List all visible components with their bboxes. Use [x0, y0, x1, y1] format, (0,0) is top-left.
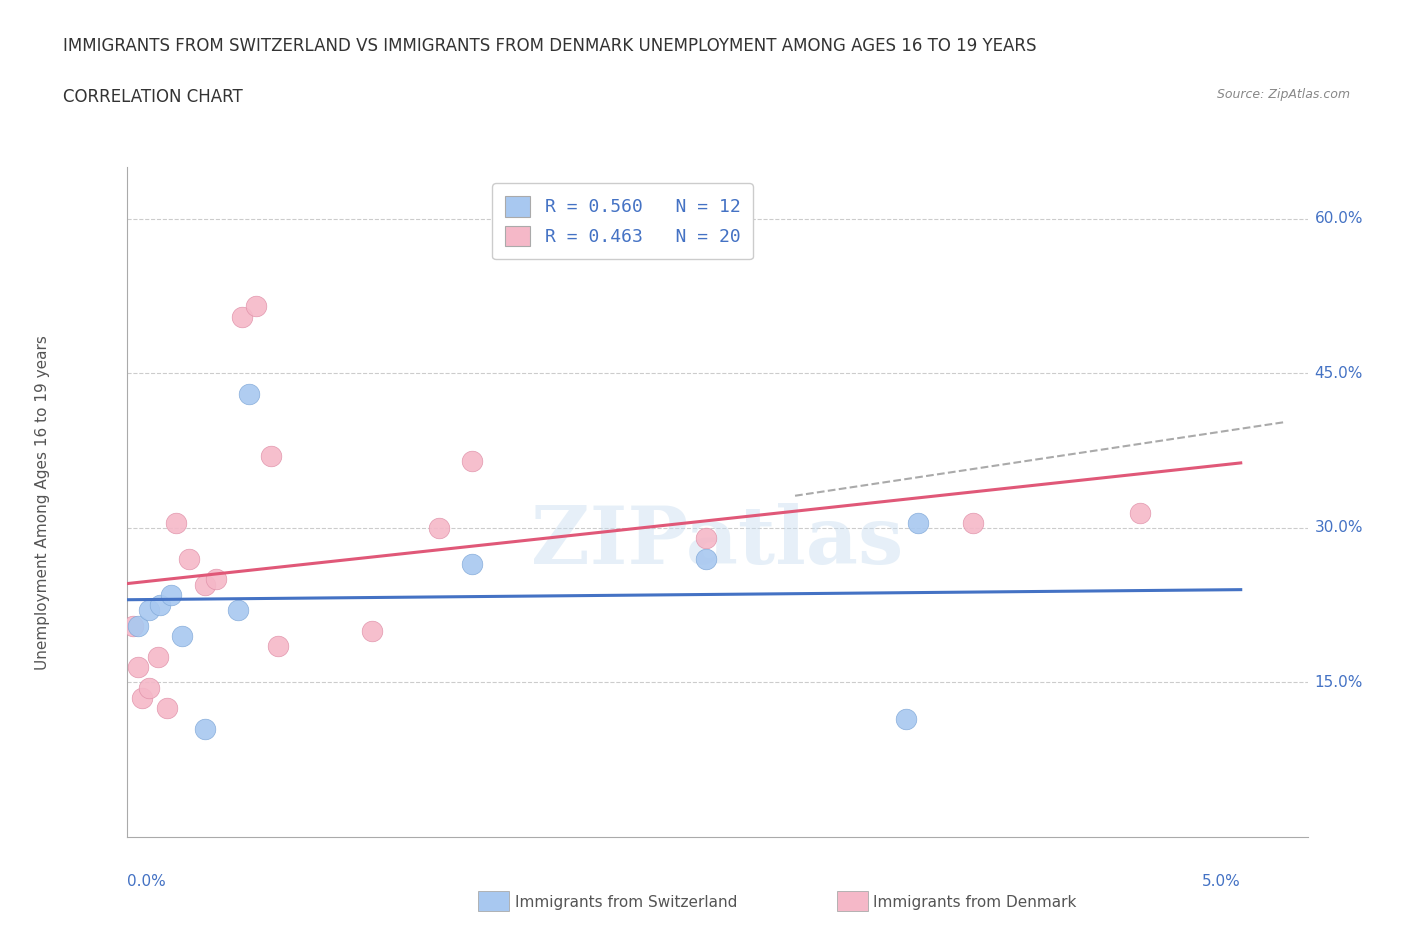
Text: Source: ZipAtlas.com: Source: ZipAtlas.com — [1216, 88, 1350, 101]
Point — [907, 515, 929, 530]
Text: CORRELATION CHART: CORRELATION CHART — [63, 88, 243, 106]
Point — [695, 531, 717, 546]
Text: ZIPatlas: ZIPatlas — [531, 503, 903, 581]
Text: 15.0%: 15.0% — [1315, 675, 1362, 690]
Point — [231, 310, 253, 325]
Point — [896, 711, 918, 726]
Point — [267, 639, 290, 654]
Point — [226, 603, 249, 618]
Point — [146, 649, 169, 664]
Text: IMMIGRANTS FROM SWITZERLAND VS IMMIGRANTS FROM DENMARK UNEMPLOYMENT AMONG AGES 1: IMMIGRANTS FROM SWITZERLAND VS IMMIGRANT… — [63, 37, 1036, 55]
Text: 30.0%: 30.0% — [1315, 521, 1362, 536]
Text: 45.0%: 45.0% — [1315, 365, 1362, 381]
Text: Unemployment Among Ages 16 to 19 years: Unemployment Among Ages 16 to 19 years — [35, 335, 49, 670]
Point — [160, 588, 183, 603]
Point — [695, 551, 717, 566]
Point — [172, 629, 194, 644]
Point — [238, 387, 260, 402]
Point — [461, 556, 484, 571]
Point — [156, 701, 179, 716]
Point — [260, 448, 283, 463]
Point — [193, 722, 215, 737]
Point — [127, 618, 149, 633]
Point — [127, 659, 149, 674]
Point — [1129, 505, 1152, 520]
Text: 5.0%: 5.0% — [1202, 874, 1240, 889]
Point — [245, 299, 267, 314]
Point — [138, 603, 160, 618]
Point — [177, 551, 200, 566]
Point — [962, 515, 984, 530]
Text: 60.0%: 60.0% — [1315, 211, 1362, 226]
Text: 0.0%: 0.0% — [127, 874, 166, 889]
Point — [193, 578, 215, 592]
Point — [165, 515, 187, 530]
Point — [138, 680, 160, 695]
Point — [122, 618, 145, 633]
Point — [427, 521, 450, 536]
Point — [461, 454, 484, 469]
Point — [131, 690, 153, 705]
Text: Immigrants from Switzerland: Immigrants from Switzerland — [515, 895, 737, 910]
Point — [149, 598, 172, 613]
Text: Immigrants from Denmark: Immigrants from Denmark — [873, 895, 1077, 910]
Point — [204, 572, 226, 587]
Point — [360, 623, 382, 638]
Legend: R = 0.560   N = 12, R = 0.463   N = 20: R = 0.560 N = 12, R = 0.463 N = 20 — [492, 183, 754, 259]
